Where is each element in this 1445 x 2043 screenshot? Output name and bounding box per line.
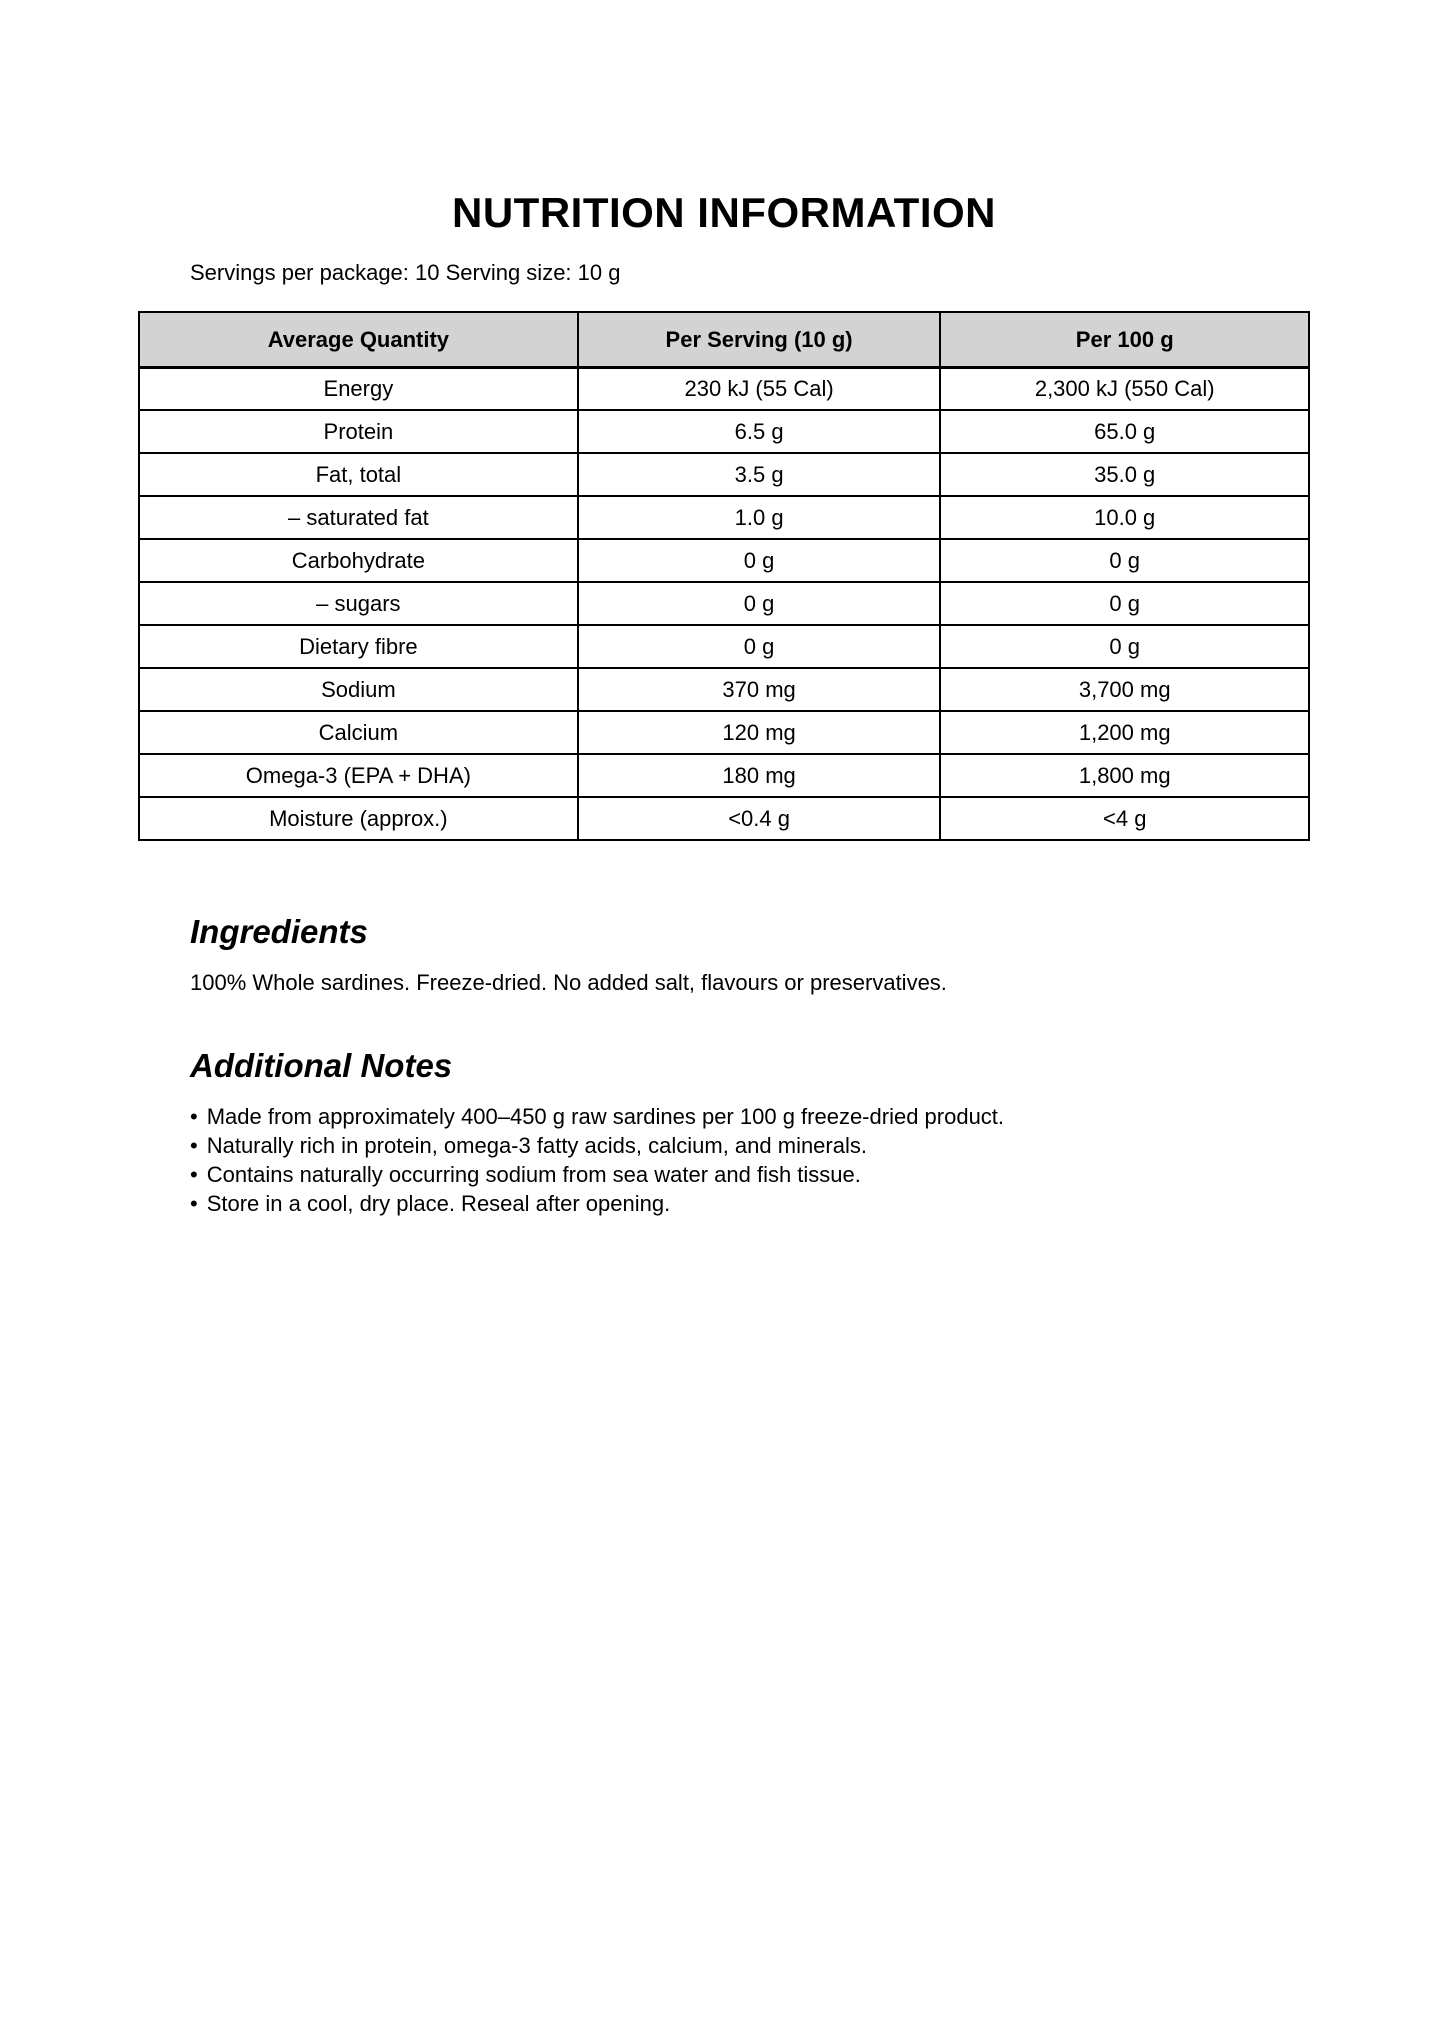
table-cell: 0 g	[939, 624, 1310, 669]
table-cell: 0 g	[576, 538, 942, 583]
table-row: – saturated fat 1.0 g 10.0 g	[138, 495, 1310, 540]
table-cell: 0 g	[939, 581, 1310, 626]
ingredients-heading: Ingredients	[190, 913, 368, 950]
table-row: Moisture (approx.) <0.4 g <4 g	[138, 796, 1310, 841]
table-cell: 3.5 g	[576, 452, 942, 497]
table-cell: Sodium	[138, 667, 579, 712]
table-cell: Dietary fibre	[138, 624, 579, 669]
table-cell: 370 mg	[576, 667, 942, 712]
note-item: • Store in a cool, dry place. Reseal afte…	[190, 1189, 1310, 1218]
table-row: Sodium 370 mg 3,700 mg	[138, 667, 1310, 712]
table-cell: 6.5 g	[576, 409, 942, 454]
table-row: Omega-3 (EPA + DHA) 180 mg 1,800 mg	[138, 753, 1310, 798]
table-cell: 180 mg	[576, 753, 942, 798]
table-cell: 35.0 g	[939, 452, 1310, 497]
table-cell: 0 g	[576, 624, 942, 669]
table-cell: Carbohydrate	[138, 538, 579, 583]
table-cell: 1,800 mg	[939, 753, 1310, 798]
table-cell: Omega-3 (EPA + DHA)	[138, 753, 579, 798]
note-item: • Made from approximately 400–450 g raw s…	[190, 1102, 1310, 1131]
note-text: Made from approximately 400–450 g raw sa…	[206, 1104, 1005, 1129]
column-header-average-quantity: Average Quantity	[138, 311, 579, 369]
table-cell: <0.4 g	[576, 796, 942, 841]
additional-notes-heading: Additional Notes	[190, 1047, 453, 1084]
table-cell: 0 g	[939, 538, 1310, 583]
note-text: Naturally rich in protein, omega-3 fatty…	[206, 1133, 867, 1158]
servings-line: Servings per package: 10 Serving size: 1…	[190, 260, 621, 285]
table-cell: 1,200 mg	[939, 710, 1310, 755]
table-cell: 65.0 g	[939, 409, 1310, 454]
bullet-icon: •	[190, 1133, 198, 1158]
table-cell: 1.0 g	[576, 495, 942, 540]
column-header-per-100g: Per 100 g	[939, 311, 1310, 369]
bullet-icon: •	[190, 1104, 198, 1129]
table-cell: 3,700 mg	[939, 667, 1310, 712]
table-cell: 2,300 kJ (550 Cal)	[939, 366, 1310, 411]
note-item: • Naturally rich in protein, omega-3 fatt…	[190, 1131, 1310, 1160]
table-cell: Protein	[138, 409, 579, 454]
table-row: Energy 230 kJ (55 Cal) 2,300 kJ (550 Cal…	[138, 366, 1310, 411]
table-cell: – saturated fat	[138, 495, 579, 540]
ingredients-text: 100% Whole sardines. Freeze-dried. No ad…	[190, 970, 947, 995]
page-title: NUTRITION INFORMATION	[452, 189, 996, 236]
table-cell: Fat, total	[138, 452, 579, 497]
column-header-per-serving: Per Serving (10 g)	[576, 311, 942, 369]
table-cell: 10.0 g	[939, 495, 1310, 540]
table-header-row: Average Quantity Per Serving (10 g) Per …	[138, 311, 1310, 369]
table-cell: Calcium	[138, 710, 579, 755]
table-row: Fat, total 3.5 g 35.0 g	[138, 452, 1310, 497]
table-row: – sugars 0 g 0 g	[138, 581, 1310, 626]
table-row: Protein 6.5 g 65.0 g	[138, 409, 1310, 454]
bullet-icon: •	[190, 1191, 198, 1216]
note-item: • Contains naturally occurring sodium fro…	[190, 1160, 1310, 1189]
table-cell: 230 kJ (55 Cal)	[576, 366, 942, 411]
table-cell: <4 g	[939, 796, 1310, 841]
nutrition-table: Average Quantity Per Serving (10 g) Per …	[138, 311, 1310, 841]
table-row: Dietary fibre 0 g 0 g	[138, 624, 1310, 669]
table-cell: 0 g	[576, 581, 942, 626]
note-text: Contains naturally occurring sodium from…	[206, 1162, 861, 1187]
additional-notes-list: • Made from approximately 400–450 g raw s…	[190, 1102, 1310, 1218]
note-text: Store in a cool, dry place. Reseal after…	[206, 1191, 671, 1216]
table-cell: Moisture (approx.)	[138, 796, 579, 841]
bullet-icon: •	[190, 1162, 198, 1187]
table-cell: 120 mg	[576, 710, 942, 755]
table-cell: Energy	[138, 366, 579, 411]
table-cell: – sugars	[138, 581, 579, 626]
table-row: Calcium 120 mg 1,200 mg	[138, 710, 1310, 755]
table-row: Carbohydrate 0 g 0 g	[138, 538, 1310, 583]
